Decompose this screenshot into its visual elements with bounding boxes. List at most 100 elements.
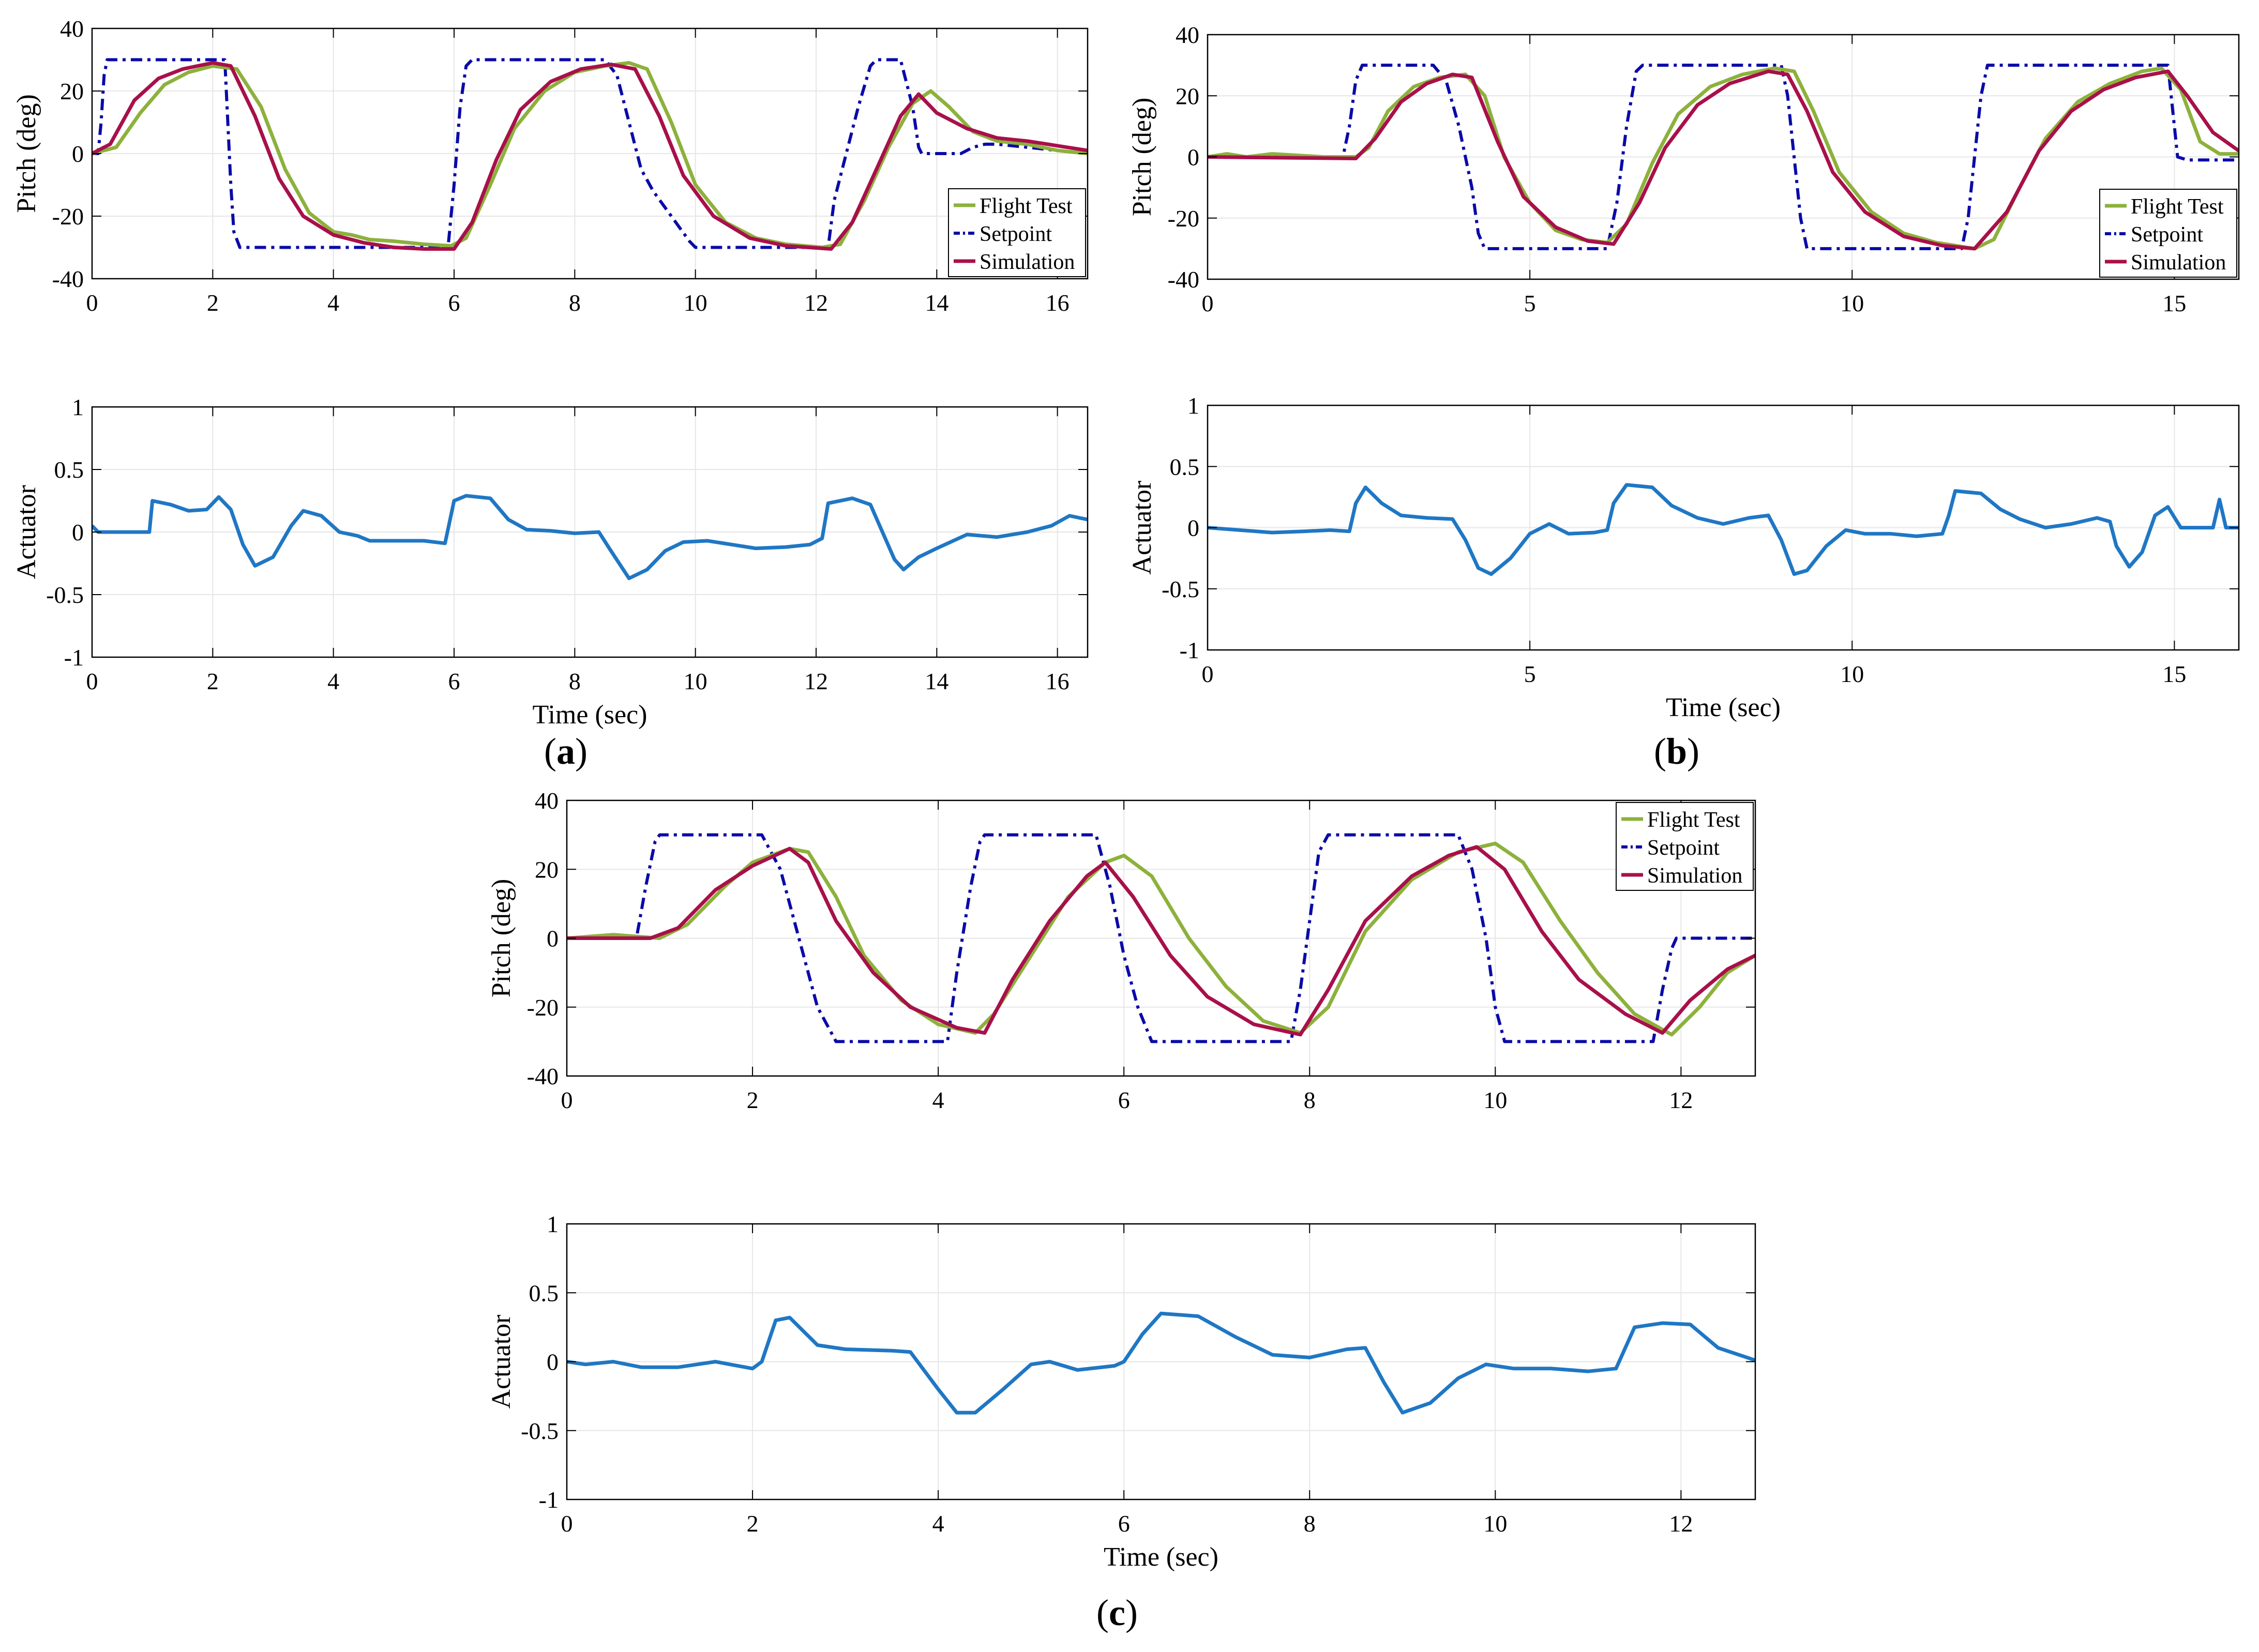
y-tick-label: 0.5 (1170, 453, 1200, 480)
x-tick-label: 8 (569, 290, 581, 316)
legend: Flight Test Setpoint Simulation (2099, 189, 2237, 278)
series-actuator-line (92, 494, 1088, 580)
x-tick-label: 10 (684, 668, 707, 694)
y-tick-label: 0 (1187, 144, 1199, 171)
legend: Flight Test Setpoint Simulation (948, 188, 1086, 277)
x-tick-label: 10 (1840, 661, 1864, 687)
y-tick-label: 1 (1187, 392, 1199, 419)
x-tick-label: 0 (1202, 290, 1214, 316)
x-tick-label: 10 (1483, 1087, 1507, 1113)
chart-b-actuator: 0 5 10 15 -1 -0.5 0 0.5 1 Actuator Time (sec) (1127, 392, 2240, 722)
chart-a-actuator: 0 2 4 6 8 10 12 14 16 -1 -0.5 0 0.5 1 Actuator Time (se… (12, 394, 1089, 730)
y-tick-label: 20 (60, 78, 84, 104)
x-tick-label: 0 (86, 290, 98, 316)
x-tick-label: 16 (1046, 668, 1070, 694)
chart-b-pitch: 0 5 10 15 -40 -20 0 20 40 Pitch (deg) Flight Test S… (1127, 22, 2240, 316)
x-tick-label: 12 (1669, 1087, 1693, 1113)
y-tick-label: 20 (535, 856, 559, 883)
x-tick-label: 10 (1840, 290, 1864, 316)
x-tick-label: 2 (207, 668, 219, 694)
series-simulation-line (1208, 69, 2239, 251)
legend-label-setpoint: Setpoint (2131, 223, 2203, 247)
y-tick-label: 0.5 (529, 1280, 559, 1306)
x-tick-label: 2 (747, 1510, 759, 1537)
y-tick-label: -40 (527, 1063, 559, 1089)
y-tick-label: 0 (1187, 515, 1199, 541)
x-tick-label: 15 (2162, 290, 2186, 316)
x-tick-label: 6 (1118, 1087, 1130, 1113)
panel-caption-a: (a) (544, 731, 588, 772)
y-tick-label: -0.5 (46, 582, 84, 608)
x-tick-label: 2 (207, 290, 219, 316)
series-actuator-line (567, 1311, 1755, 1415)
x-tick-label: 6 (1118, 1510, 1130, 1537)
panel-caption-c: (c) (1096, 1592, 1138, 1633)
y-tick-label: 40 (1176, 22, 1199, 48)
y-tick-label: -1 (539, 1487, 559, 1513)
series-setpoint-line (567, 833, 1755, 1043)
x-tick-label: 10 (1483, 1510, 1507, 1537)
legend-label-setpoint: Setpoint (1647, 836, 1720, 860)
y-tick-label: -20 (52, 203, 84, 230)
y-tick-label: -40 (1168, 266, 1199, 293)
y-tick-label: 40 (60, 16, 84, 42)
panel-caption-b: (b) (1654, 731, 1700, 772)
y-tick-label: 20 (1176, 83, 1199, 109)
x-tick-label: 2 (747, 1087, 759, 1113)
legend-label-flight-test: Flight Test (2131, 195, 2224, 219)
y-tick-label: 0 (72, 519, 84, 545)
x-tick-label: 12 (804, 668, 828, 694)
x-tick-label: 4 (327, 668, 339, 694)
y-tick-label: 1 (547, 1211, 559, 1237)
series-simulation-line (92, 61, 1088, 251)
x-tick-label: 14 (925, 668, 948, 694)
y-tick-label: 1 (72, 394, 84, 420)
x-axis-label: Time (sec) (1666, 693, 1781, 722)
y-tick-label: 0 (547, 926, 559, 952)
y-tick-label: -1 (1180, 637, 1199, 663)
y-tick-label: -40 (52, 266, 84, 292)
y-tick-label: -20 (1168, 205, 1199, 232)
y-axis-label: Actuator (12, 485, 41, 579)
x-tick-label: 0 (1202, 661, 1214, 687)
x-tick-label: 12 (1669, 1510, 1693, 1537)
legend-label-simulation: Simulation (1647, 864, 1742, 888)
chart-c-pitch: 0 2 4 6 8 10 12 -40 -20 0 20 40 Pitch (deg) Flight Te… (487, 787, 1756, 1113)
legend-label-simulation: Simulation (2131, 251, 2226, 275)
legend-label-setpoint: Setpoint (980, 222, 1052, 246)
x-tick-label: 0 (561, 1087, 573, 1113)
x-tick-label: 8 (1304, 1510, 1316, 1537)
y-tick-label: -0.5 (1162, 576, 1199, 602)
y-tick-label: 40 (535, 787, 559, 814)
chart-a-pitch: 0 2 4 6 8 10 12 14 16 -40 -20 0 20 40 Pitch (deg) Fligh… (12, 16, 1089, 316)
series-setpoint-line (1208, 64, 2239, 250)
legend-label-simulation: Simulation (980, 250, 1075, 274)
x-tick-label: 4 (932, 1087, 944, 1113)
y-axis-label: Pitch (deg) (12, 94, 41, 213)
x-tick-label: 15 (2162, 661, 2186, 687)
x-tick-label: 5 (1524, 290, 1536, 316)
x-tick-label: 8 (569, 668, 581, 694)
y-axis-label: Actuator (1127, 481, 1157, 575)
x-tick-label: 5 (1524, 661, 1536, 687)
x-tick-label: 6 (448, 290, 460, 316)
chart-c-actuator: 0 2 4 6 8 10 12 -1 -0.5 0 0.5 1 Actuator Time (sec) (487, 1211, 1756, 1572)
y-tick-label: 0 (72, 141, 84, 167)
x-tick-label: 4 (327, 290, 339, 316)
y-axis-label: Pitch (deg) (487, 879, 516, 998)
y-tick-label: 0.5 (54, 457, 84, 483)
x-tick-label: 10 (684, 290, 707, 316)
series-simulation-line (567, 845, 1755, 1037)
legend: Flight Test Setpoint Simulation (1616, 802, 1754, 891)
x-tick-label: 6 (448, 668, 460, 694)
x-tick-label: 4 (932, 1510, 944, 1537)
y-tick-label: 0 (547, 1349, 559, 1375)
legend-label-flight-test: Flight Test (1647, 808, 1740, 832)
x-tick-label: 14 (925, 290, 948, 316)
series-setpoint-line (92, 58, 1088, 249)
x-axis-label: Time (sec) (1104, 1542, 1218, 1572)
y-tick-label: -1 (64, 644, 84, 671)
x-tick-label: 16 (1046, 290, 1070, 316)
y-axis-label: Pitch (deg) (1127, 98, 1157, 217)
